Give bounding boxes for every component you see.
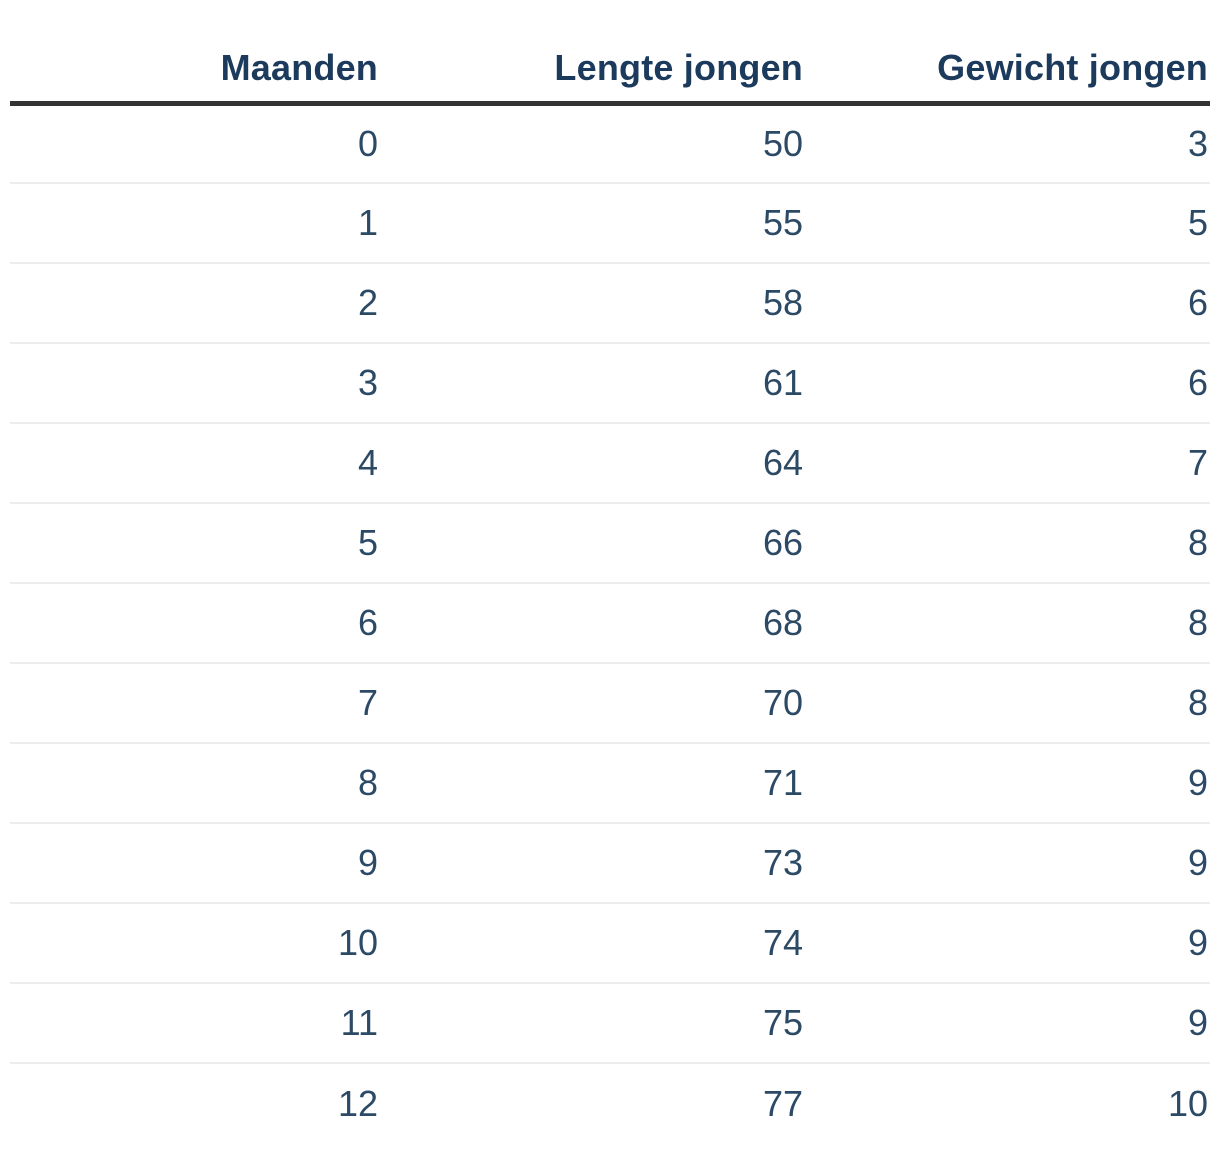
table-cell-maanden: 1 xyxy=(357,202,378,243)
table-cell-lengte-jongen: 66 xyxy=(762,522,803,563)
table-cell-lengte-jongen: 71 xyxy=(762,762,803,803)
table-cell-gewicht-jongen: 7 xyxy=(1187,442,1208,483)
table-cell-lengte-jongen: 74 xyxy=(762,922,803,963)
table-cell-maanden: 5 xyxy=(357,522,378,563)
table-row: 11 75 9 xyxy=(10,983,1210,1063)
table-cell-maanden: 3 xyxy=(357,362,378,403)
table-cell-maanden: 2 xyxy=(357,282,378,323)
table-row: 9 73 9 xyxy=(10,823,1210,903)
table-cell-lengte-jongen: 73 xyxy=(762,842,803,883)
table-cell-maanden: 6 xyxy=(357,602,378,643)
table-cell-maanden: 8 xyxy=(357,762,378,803)
table-cell-gewicht-jongen: 5 xyxy=(1187,202,1208,243)
table-cell-lengte-jongen: 75 xyxy=(762,1002,803,1043)
table-row: 0 50 3 xyxy=(10,103,1210,183)
table-row: 5 66 8 xyxy=(10,503,1210,583)
table-cell-gewicht-jongen: 9 xyxy=(1187,762,1208,803)
table-row: 1 55 5 xyxy=(10,183,1210,263)
table-cell-gewicht-jongen: 9 xyxy=(1187,1002,1208,1043)
table-row: 3 61 6 xyxy=(10,343,1210,423)
table-cell-lengte-jongen: 55 xyxy=(762,202,803,243)
table-cell-maanden: 7 xyxy=(357,682,378,723)
table-row: 4 64 7 xyxy=(10,423,1210,503)
table-row: 7 70 8 xyxy=(10,663,1210,743)
table-cell-gewicht-jongen: 9 xyxy=(1187,922,1208,963)
table-cell-lengte-jongen: 64 xyxy=(762,442,803,483)
table-cell-lengte-jongen: 70 xyxy=(762,682,803,723)
table-row: 12 77 10 xyxy=(10,1063,1210,1143)
table-cell-maanden: 4 xyxy=(357,442,378,483)
table-body: 0 50 3 1 55 5 2 58 6 3 61 6 4 64 7 5 66 8 6 68 8 7 70 8 8 71 9 9 73 9… xyxy=(10,103,1210,1143)
table-cell-lengte-jongen: 61 xyxy=(762,362,803,403)
table-cell-lengte-jongen: 68 xyxy=(762,602,803,643)
table-cell-maanden: 10 xyxy=(337,922,378,963)
table-cell-gewicht-jongen: 8 xyxy=(1187,682,1208,723)
table-row: 2 58 6 xyxy=(10,263,1210,343)
table-row: 10 74 9 xyxy=(10,903,1210,983)
column-header-maanden: Maanden xyxy=(220,46,378,88)
table-cell-gewicht-jongen: 6 xyxy=(1187,362,1208,403)
table-row: 6 68 8 xyxy=(10,583,1210,663)
table-cell-maanden: 9 xyxy=(357,842,378,883)
column-header-gewicht-jongen: Gewicht jongen xyxy=(937,46,1208,88)
table-cell-maanden: 12 xyxy=(337,1082,378,1124)
table-cell-lengte-jongen: 50 xyxy=(762,122,803,164)
column-header-lengte-jongen: Lengte jongen xyxy=(554,46,803,88)
table-cell-gewicht-jongen: 3 xyxy=(1187,122,1208,164)
table-header-row: Maanden Lengte jongen Gewicht jongen xyxy=(10,0,1210,103)
table-cell-lengte-jongen: 77 xyxy=(762,1082,803,1124)
table-cell-maanden: 0 xyxy=(357,122,378,164)
table-cell-gewicht-jongen: 8 xyxy=(1187,522,1208,563)
table-row: 8 71 9 xyxy=(10,743,1210,823)
table-cell-gewicht-jongen: 9 xyxy=(1187,842,1208,883)
table-cell-gewicht-jongen: 10 xyxy=(1167,1082,1208,1124)
table-header: Maanden Lengte jongen Gewicht jongen xyxy=(10,0,1210,103)
table-cell-maanden: 11 xyxy=(340,1002,378,1043)
table-cell-lengte-jongen: 58 xyxy=(762,282,803,323)
table-cell-gewicht-jongen: 8 xyxy=(1187,602,1208,643)
table-cell-gewicht-jongen: 6 xyxy=(1187,282,1208,323)
growth-table: Maanden Lengte jongen Gewicht jongen 0 50… xyxy=(10,0,1210,1143)
